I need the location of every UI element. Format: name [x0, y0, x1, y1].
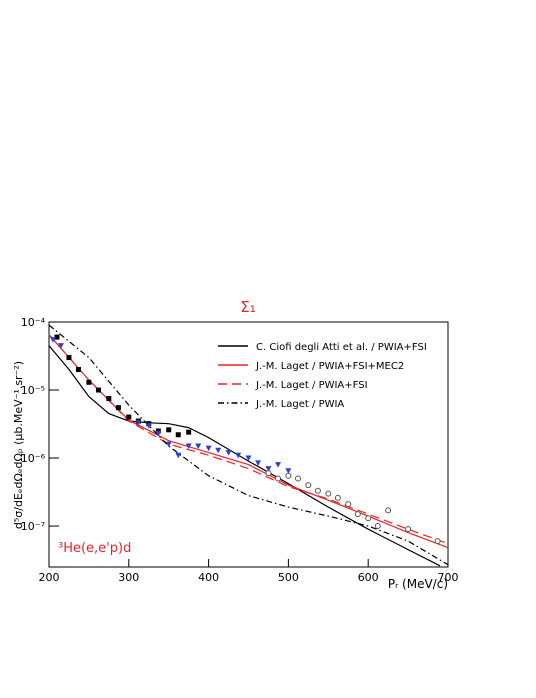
- x-tick-label: 600: [358, 571, 379, 584]
- data-point: [205, 445, 212, 452]
- data-point: [305, 482, 312, 489]
- data-point: [175, 452, 182, 459]
- data-point: [385, 507, 392, 514]
- data-point: [374, 523, 381, 530]
- data-point: [334, 494, 341, 501]
- curve: [48, 334, 449, 545]
- data-point: [185, 443, 192, 450]
- legend-label: J.-M. Laget / PWIA+FSI+MEC2: [255, 361, 404, 372]
- data-point: [225, 450, 232, 456]
- data-point: [175, 432, 181, 438]
- y-tick-label: 10⁻⁵: [21, 384, 45, 397]
- data-point: [135, 420, 142, 426]
- data-point: [115, 405, 121, 411]
- data-point: [165, 441, 172, 448]
- data-point: [365, 515, 372, 522]
- data-point: [155, 430, 162, 437]
- legend-label: J.-M. Laget / PWIA: [255, 399, 344, 410]
- data-point: [255, 460, 262, 466]
- x-tick-label: 200: [39, 571, 60, 584]
- y-tick-label: 10⁻⁴: [21, 316, 46, 329]
- data-point: [265, 470, 272, 477]
- data-point: [54, 334, 60, 340]
- curve: [48, 345, 441, 567]
- x-tick-label: 700: [438, 571, 459, 584]
- chart-title: Σ₁: [240, 298, 256, 316]
- data-point: [285, 472, 292, 479]
- data-point: [235, 452, 242, 459]
- x-axis-label: Pᵣ (MeV/c): [388, 577, 448, 591]
- data-point: [186, 429, 192, 435]
- data-point: [345, 501, 352, 508]
- data-point: [49, 337, 56, 343]
- data-point: [265, 466, 272, 472]
- data-point: [57, 343, 64, 349]
- data-point: [405, 526, 412, 533]
- data-point: [66, 355, 72, 361]
- y-tick-label: 10⁻⁷: [21, 520, 45, 533]
- legend-label: C. Ciofi degli Atti et al. / PWIA+FSI: [256, 342, 427, 353]
- plot-frame: [48, 321, 449, 568]
- annotation: ³He(e,e'p)d: [58, 541, 131, 556]
- data-point: [434, 538, 441, 545]
- x-tick-label: 300: [118, 571, 139, 584]
- x-tick-label: 400: [198, 571, 219, 584]
- y-axis-label: d⁵σ/dEₑdΩₑdΩₚ (μb.MeV⁻¹.sr⁻²): [12, 361, 25, 529]
- data-point: [76, 367, 82, 373]
- legend-label: J.-M. Laget / PWIA+FSI: [255, 380, 368, 391]
- data-point: [195, 443, 202, 450]
- data-point: [285, 468, 292, 474]
- data-point: [106, 396, 112, 402]
- data-point: [275, 475, 282, 482]
- y-tick-label: 10⁻⁶: [21, 452, 46, 465]
- data-point: [245, 455, 252, 462]
- data-point: [275, 462, 282, 468]
- x-tick-label: 500: [278, 571, 299, 584]
- data-point: [86, 379, 92, 385]
- data-point: [166, 427, 172, 433]
- data-point: [354, 511, 361, 518]
- data-point: [325, 490, 332, 497]
- data-point: [95, 387, 101, 393]
- data-point: [314, 487, 321, 494]
- data-point: [294, 475, 301, 482]
- data-point: [215, 447, 222, 454]
- data-point: [126, 414, 132, 420]
- data-point: [145, 423, 152, 429]
